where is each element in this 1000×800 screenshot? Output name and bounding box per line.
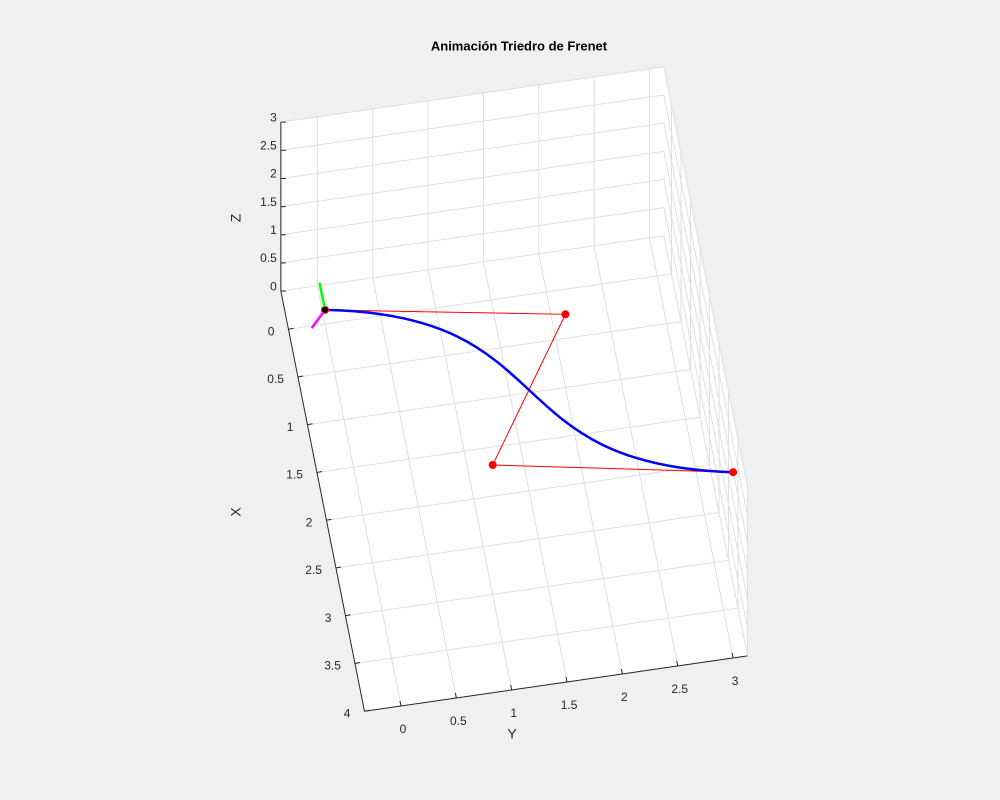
grid-line bbox=[663, 94, 748, 516]
grid-line bbox=[663, 235, 748, 657]
x-tick bbox=[354, 662, 361, 665]
y-tick bbox=[620, 668, 623, 675]
grid-line bbox=[593, 245, 679, 667]
y-tick-label: 1 bbox=[510, 706, 517, 720]
x-tick bbox=[326, 518, 332, 521]
grid-line bbox=[280, 235, 664, 292]
grid-line bbox=[335, 512, 720, 569]
frame-point bbox=[322, 306, 328, 313]
y-tick-label: 2 bbox=[621, 690, 628, 704]
y-axis-label: Y bbox=[507, 726, 517, 742]
grid-line bbox=[297, 321, 682, 378]
x-tick-label: 2.5 bbox=[305, 563, 322, 577]
y-tick bbox=[676, 660, 679, 667]
y-tick bbox=[565, 676, 568, 683]
y-tick bbox=[731, 652, 734, 659]
x-tick bbox=[345, 614, 351, 617]
y-tick-label: 2.5 bbox=[671, 682, 688, 696]
grid-line bbox=[280, 94, 664, 151]
x-tick-label: 0.5 bbox=[267, 372, 284, 386]
grid-line bbox=[280, 178, 664, 236]
x-tick bbox=[316, 471, 323, 474]
control-point bbox=[729, 468, 738, 477]
x-tick-label: 3 bbox=[325, 611, 332, 625]
y-tick bbox=[510, 684, 513, 691]
control-point bbox=[488, 461, 497, 470]
control-point bbox=[561, 310, 570, 319]
grid-line bbox=[280, 207, 664, 264]
y-tick-label: 3 bbox=[732, 674, 739, 688]
x-tick bbox=[297, 375, 304, 378]
z-tick-label: 0.5 bbox=[260, 251, 277, 265]
grid-line bbox=[663, 179, 748, 600]
grid-line bbox=[663, 151, 748, 572]
z-tick-label: 2.5 bbox=[260, 139, 277, 153]
grid-line bbox=[307, 368, 691, 426]
grid-line bbox=[663, 207, 748, 628]
y-tick bbox=[399, 700, 402, 707]
grid-line bbox=[345, 559, 729, 617]
y-tick-label: 0 bbox=[400, 722, 407, 736]
grid-line bbox=[280, 150, 664, 208]
x-axis-label: X bbox=[228, 507, 244, 517]
grid-line bbox=[280, 122, 664, 179]
x-tick-label: 2 bbox=[306, 515, 313, 529]
x-tick-label: 1.5 bbox=[286, 468, 303, 482]
grid-line bbox=[316, 416, 701, 474]
frame-vector bbox=[310, 309, 327, 329]
x-tick bbox=[335, 566, 342, 569]
axes-background bbox=[280, 66, 748, 712]
grid-line bbox=[288, 273, 672, 330]
grid-line bbox=[538, 253, 623, 675]
z-tick-label: 0 bbox=[270, 279, 277, 293]
grid-line bbox=[280, 66, 664, 123]
frame-vector bbox=[318, 282, 327, 311]
x-tick bbox=[307, 423, 313, 426]
x-tick-label: 4 bbox=[344, 706, 351, 720]
x-tick-label: 0 bbox=[268, 324, 275, 338]
x-axis-line bbox=[280, 290, 365, 712]
x-tick-label: 1 bbox=[287, 420, 294, 434]
grid-line bbox=[649, 237, 734, 659]
grid-line bbox=[354, 607, 739, 665]
bezier-curve bbox=[324, 308, 734, 474]
grid-line bbox=[482, 261, 568, 683]
x-tick-label: 3.5 bbox=[324, 659, 341, 673]
z-tick-label: 1 bbox=[270, 223, 277, 237]
y-axis-line bbox=[364, 655, 748, 712]
z-tick-label: 3 bbox=[270, 110, 277, 124]
x-tick bbox=[364, 709, 370, 712]
z-axis-label: Z bbox=[228, 213, 244, 222]
axes: 0 0.5 1 1.5 2 2.5 3 3.5 4 0 0.5 1 1.5 2 2.5 3 0 0.5 1 1.5 2 2… bbox=[260, 66, 748, 736]
z-tick-label: 1.5 bbox=[260, 195, 277, 209]
y-tick-label: 0.5 bbox=[450, 714, 467, 728]
x-tick bbox=[288, 327, 294, 330]
grid-line bbox=[326, 464, 710, 521]
y-tick bbox=[454, 692, 457, 699]
chart-title: Animación Triedro de Frenet bbox=[431, 38, 608, 53]
y-tick-label: 1.5 bbox=[561, 698, 578, 712]
grid-line bbox=[663, 66, 748, 488]
grid-line bbox=[316, 285, 402, 707]
z-tick-label: 2 bbox=[270, 167, 277, 181]
grid-line bbox=[427, 269, 513, 691]
grid-line bbox=[372, 277, 457, 699]
